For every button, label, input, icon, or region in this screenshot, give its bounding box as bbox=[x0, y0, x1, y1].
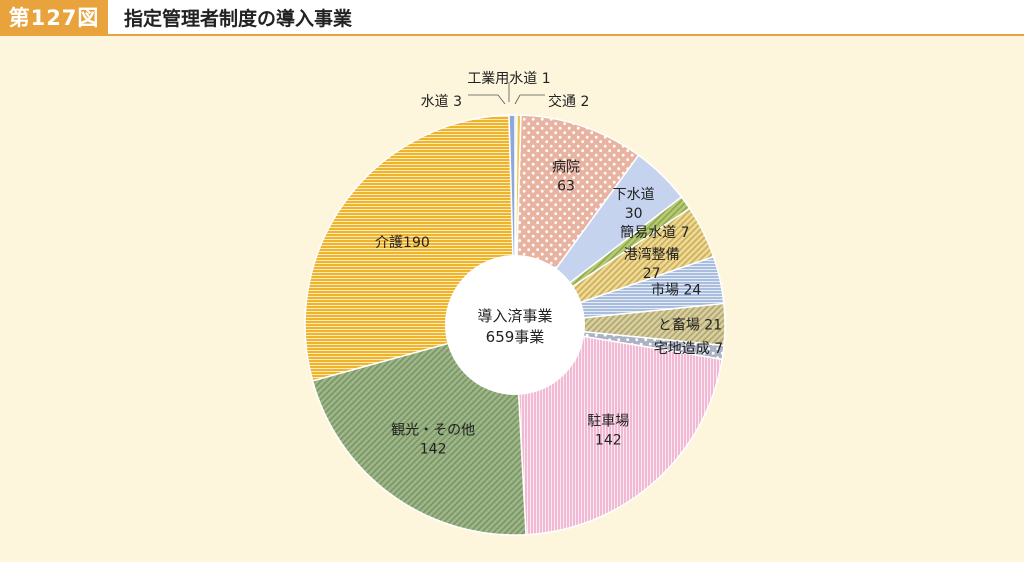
slice-label-line: 病院 bbox=[552, 159, 580, 175]
chart-area: 工業用水道 1 交通 2 病院 63 下水道 30 簡易水道 7 港湾整備 27 市場 24 と畜場… bbox=[0, 36, 1024, 558]
slice-label-line: 下水道 bbox=[613, 187, 655, 203]
slice-label-tochiku: と畜場 21 bbox=[658, 318, 722, 334]
slice-label-line: 30 bbox=[625, 206, 643, 222]
slice-label-line: と畜場 21 bbox=[658, 318, 722, 334]
leader-line-kotsu bbox=[514, 94, 545, 105]
slice-label-line: 簡易水道 7 bbox=[620, 225, 689, 241]
slice-label-kogyo: 工業用水道 1 bbox=[467, 71, 550, 87]
slice-label-kaigo: 介護190 bbox=[375, 235, 430, 251]
slice-label-line: 駐車場 bbox=[587, 412, 629, 429]
pie-slice-chusha bbox=[514, 324, 724, 536]
slice-label-chusha: 駐車場 142 bbox=[587, 412, 629, 448]
slice-label-line: 宅地造成 7 bbox=[654, 341, 723, 357]
slice-label-line: 63 bbox=[557, 178, 575, 194]
slice-label-line: 工業用水道 1 bbox=[467, 71, 550, 87]
slice-label-line: 142 bbox=[595, 432, 622, 448]
slice-label-line: 142 bbox=[420, 442, 447, 458]
slice-label-line: 交通 2 bbox=[548, 93, 589, 110]
slice-label-line: 介護190 bbox=[375, 235, 430, 251]
slice-label-gesui: 下水道 30 bbox=[613, 187, 655, 222]
slice-label-suido: 水道 3 bbox=[421, 94, 462, 110]
slice-label-line: 27 bbox=[643, 266, 661, 282]
slice-label-ichiba: 市場 24 bbox=[651, 281, 701, 298]
slice-label-line: 港湾整備 bbox=[624, 246, 680, 263]
center-hole bbox=[445, 255, 585, 395]
slice-label-kowan: 港湾整備 27 bbox=[624, 246, 680, 282]
center-label-line1: 導入済事業 bbox=[477, 307, 552, 325]
slice-label-kotsu: 交通 2 bbox=[548, 93, 589, 110]
center-label-line2: 659事業 bbox=[486, 328, 545, 346]
slice-label-line: 観光・その他 bbox=[391, 422, 475, 439]
figure-number: 第127図 bbox=[0, 0, 108, 34]
leader-line-suido bbox=[468, 94, 506, 105]
slice-label-kanko: 観光・その他 142 bbox=[391, 422, 475, 458]
slice-label-takuchi: 宅地造成 7 bbox=[654, 341, 723, 357]
slice-label-byoin: 病院 63 bbox=[552, 159, 580, 194]
figure-title: 指定管理者制度の導入事業 bbox=[124, 7, 353, 30]
slice-label-line: 市場 24 bbox=[651, 281, 701, 298]
slice-label-line: 水道 3 bbox=[421, 94, 462, 110]
figure-header: 第127図 指定管理者制度の導入事業 bbox=[0, 0, 1024, 36]
slice-label-kani: 簡易水道 7 bbox=[620, 225, 689, 241]
